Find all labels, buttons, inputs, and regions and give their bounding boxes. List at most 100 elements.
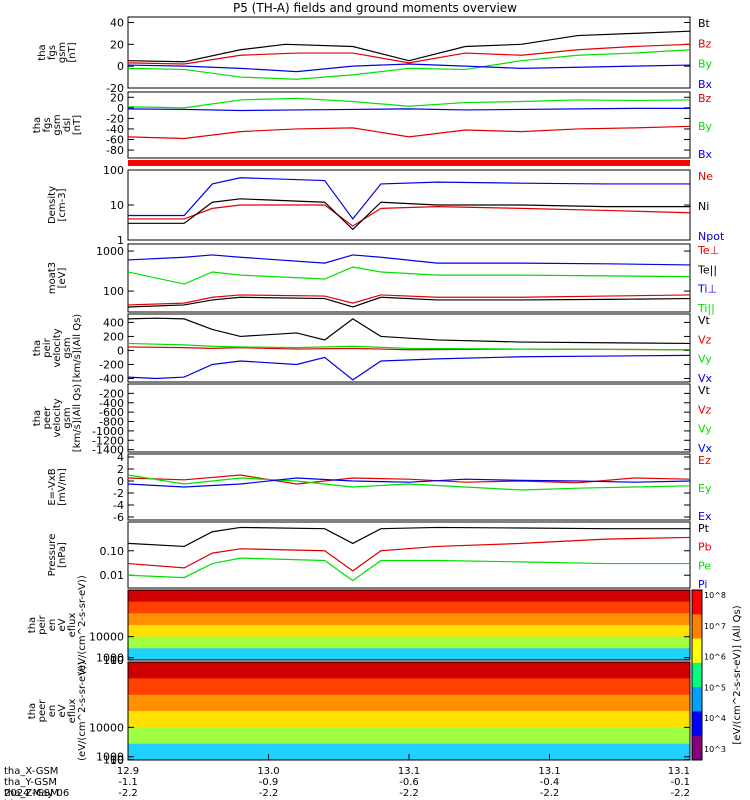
legend-Te⊥: Te⊥ xyxy=(697,244,719,257)
y-tick-label: 100 xyxy=(103,754,124,767)
spectrogram-band xyxy=(128,662,690,679)
spectrogram-band xyxy=(128,694,690,712)
x-tick-value: -2.2 xyxy=(259,788,279,799)
y-tick-label: 0 xyxy=(117,102,124,115)
series-line-Te⊥ xyxy=(127,294,691,306)
series-line-Vy xyxy=(127,342,691,351)
legend-Ex: Ex xyxy=(698,510,712,523)
x-tick-value: 13.1 xyxy=(538,766,560,777)
y-axis-label: fgs xyxy=(42,117,53,132)
y-axis-label: eflux xyxy=(67,613,78,638)
series-line-Vx xyxy=(127,354,691,381)
x-row-label: tha_Z-GSM xyxy=(4,788,59,799)
panel-frame xyxy=(127,16,691,89)
y-tick-label: -1000 xyxy=(92,425,124,438)
series-line-Bx xyxy=(127,63,691,73)
y-axis-label: gsm xyxy=(62,337,73,358)
colorbar-segment xyxy=(692,590,702,615)
x-tick-value: 13.1 xyxy=(398,766,420,777)
y-axis-label: (eV/(cm^2-s-sr-eV)) xyxy=(77,661,88,761)
chart-title: P5 (TH-A) fields and ground moments over… xyxy=(233,1,517,15)
y-tick-label: -20 xyxy=(106,112,124,125)
spectrogram-band xyxy=(128,625,690,638)
y-tick-label: 100 xyxy=(103,654,124,667)
y-tick-label: -40 xyxy=(106,123,124,136)
spectrogram-band xyxy=(128,613,690,626)
series-line-Ti|| xyxy=(127,266,691,285)
y-axis-label: gsm xyxy=(57,42,68,63)
legend-Bx: Bx xyxy=(698,78,713,91)
y-axis-label: [nPa] xyxy=(57,542,68,568)
legend-Ti||: Ti|| xyxy=(697,302,715,315)
series-line-Ex xyxy=(127,477,691,488)
legend-Pi: Pi xyxy=(698,578,707,591)
y-tick-label: -800 xyxy=(99,416,124,429)
y-axis-label: [km/s](All Qs) xyxy=(72,384,83,452)
spectrogram-band xyxy=(128,590,690,603)
y-tick-label: -1200 xyxy=(92,434,124,447)
y-tick-label: 200 xyxy=(103,330,124,343)
legend-Ne: Ne xyxy=(698,170,713,183)
y-tick-label: 0 xyxy=(117,475,124,488)
x-row-label: tha_X-GSM xyxy=(4,766,58,777)
colorbar-segment xyxy=(692,662,702,688)
x-tick-value: -0.9 xyxy=(259,777,279,788)
y-tick-label: -60 xyxy=(106,134,124,147)
y-tick-label: -600 xyxy=(99,406,124,419)
y-tick-label: -400 xyxy=(99,397,124,410)
colorbar-frame xyxy=(691,589,703,761)
legend-Bx: Bx xyxy=(698,148,713,161)
colorbar-tick-label: 10^7 xyxy=(704,622,726,631)
y-tick-label: 1000 xyxy=(96,652,124,665)
series-line-Pb xyxy=(127,536,691,572)
x-tick-value: -2.2 xyxy=(118,788,138,799)
y-tick-label: 10000 xyxy=(89,631,124,644)
y-tick-label: 20 xyxy=(110,91,124,104)
y-axis-label: [eV] xyxy=(57,268,68,289)
legend-Vy: Vy xyxy=(698,353,712,366)
y-tick-label: -4 xyxy=(113,499,124,512)
series-line-Ey xyxy=(127,474,691,491)
y-axis-label: [nT] xyxy=(72,115,83,135)
colorbar-segment xyxy=(692,735,702,761)
y-axis-label: eV xyxy=(57,704,68,717)
colorbar-label: [eV/(cm^2-s-sr-eV)] (All Qs) xyxy=(732,605,743,744)
x-tick-value: -2.2 xyxy=(399,788,419,799)
y-tick-label: -1400 xyxy=(92,444,124,457)
x-tick-value: 12.9 xyxy=(117,766,139,777)
legend-Ey: Ey xyxy=(698,482,712,495)
series-line-Ti⊥ xyxy=(127,254,691,266)
y-tick-label: -200 xyxy=(99,387,124,400)
y-axis-label: tha xyxy=(27,703,38,719)
y-tick-label: 1 xyxy=(117,234,124,247)
y-tick-label: 10 xyxy=(110,754,124,767)
series-line-By xyxy=(127,97,691,109)
series-line-Bx xyxy=(127,107,690,112)
colorbar-segment xyxy=(692,687,702,712)
legend-Npot: Npot xyxy=(698,230,725,243)
y-tick-label: -2 xyxy=(113,487,124,500)
y-tick-label: 400 xyxy=(103,316,124,329)
y-axis-label: [mV/m] xyxy=(57,468,68,506)
legend-Pe: Pe xyxy=(698,559,711,572)
series-line-Ni xyxy=(128,198,690,231)
y-tick-label: 10 xyxy=(110,654,124,667)
y-tick-label: 1000 xyxy=(96,751,124,764)
y-tick-label: 10000 xyxy=(89,721,124,734)
y-axis-label: (eV/(cm^2-s-sr-eV)) xyxy=(77,575,88,675)
x-tick-value: 13.0 xyxy=(257,766,279,777)
x-tick-value: -2.2 xyxy=(670,788,690,799)
colorbar-segment xyxy=(692,614,702,640)
y-tick-label: 100 xyxy=(103,285,124,298)
y-tick-label: -400 xyxy=(99,372,124,385)
legend-Vt: Vt xyxy=(698,384,711,397)
colorbar-segment xyxy=(692,638,702,664)
y-axis-label: peir xyxy=(42,337,53,357)
legend-Pt: Pt xyxy=(698,522,710,535)
y-axis-label: gsm xyxy=(62,407,73,428)
spectrogram-band xyxy=(128,636,690,649)
series-line-Te|| xyxy=(127,296,691,308)
x-tick-value: -1.1 xyxy=(118,777,138,788)
y-tick-label: -20 xyxy=(106,82,124,95)
y-axis-label: peer xyxy=(37,699,48,723)
